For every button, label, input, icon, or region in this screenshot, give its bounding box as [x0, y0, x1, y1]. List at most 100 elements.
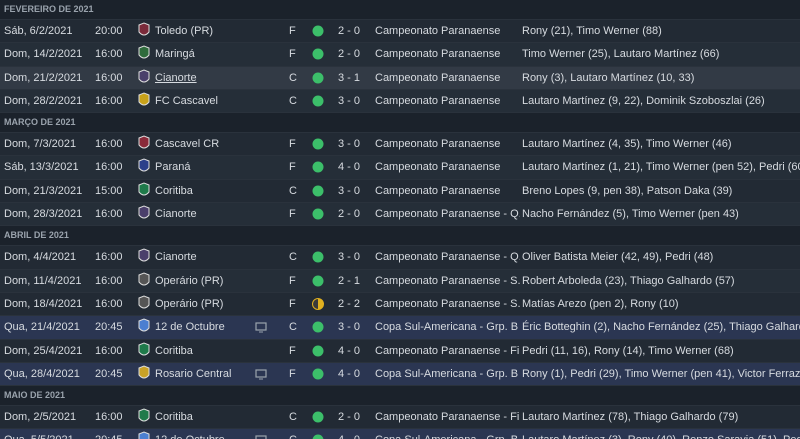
venue: C [289, 71, 297, 84]
result-icon [312, 161, 324, 173]
month-header: MARÇO DE 2021 [0, 113, 800, 134]
score: 4 - 0 [338, 344, 361, 357]
date: Dom, 14/2/2021 [4, 48, 83, 61]
scorers: Lautaro Martínez (3), Rony (40), Renzo S… [522, 429, 800, 439]
fixture-row[interactable]: Dom, 2/5/2021 16:00 Coritiba C 2 - 0 Campeona… [0, 406, 800, 430]
time: 16:00 [95, 274, 123, 287]
date: Dom, 11/4/2021 [4, 274, 82, 287]
result-icon [312, 297, 324, 310]
fixture-row[interactable]: Dom, 28/2/2021 16:00 FC Cascavel C 3 - 0 Camp… [0, 89, 800, 114]
fixture-row[interactable]: Dom, 11/4/2021 16:00 Operário (PR) F 2 - 1 Ca… [0, 269, 800, 293]
time: 20:45 [95, 429, 135, 439]
team-badge [138, 182, 150, 196]
score: 3 - 0 [338, 94, 361, 107]
scorers: Éric Botteghin (2), Nacho Fernández (25)… [522, 321, 800, 334]
score: 3 - 1 [338, 71, 361, 84]
score: 2 - 0 [338, 48, 361, 61]
date: Dom, 21/2/2021 [4, 71, 83, 84]
date: Dom, 7/3/2021 [4, 138, 77, 151]
scorers: Rony (3), Lautaro Martínez (10, 33) [522, 71, 695, 84]
result-icon [312, 72, 324, 84]
team-badge [138, 365, 150, 379]
team-badge [138, 158, 150, 172]
result-icon [312, 368, 324, 380]
fixture-row[interactable]: Sáb, 13/3/2021 16:00 Paraná F 4 - 0 Campeonat… [0, 156, 800, 180]
time: 16:00 [95, 208, 123, 221]
month-header: ABRIL DE 2021 [0, 226, 800, 247]
fixture-row[interactable]: Qua, 21/4/2021 20:45 12 de Octubre C 3 - 0 Co… [0, 316, 800, 340]
date: Sáb, 6/2/2021 [4, 25, 73, 37]
venue: C [289, 429, 303, 439]
time: 20:00 [95, 25, 123, 37]
result-icon [312, 434, 324, 439]
date: Sáb, 13/3/2021 [4, 161, 79, 174]
competition: Campeonato Paranaense - Q... [375, 251, 520, 264]
team: 12 de Octubre [155, 321, 225, 334]
competition: Campeonato Paranaense - Fi... [375, 344, 520, 357]
team-badge [138, 45, 150, 59]
scorers: Lautaro Martínez (1, 21), Timo Werner (p… [522, 161, 800, 174]
time: 16:00 [95, 138, 123, 151]
venue: F [289, 208, 296, 221]
venue: C [289, 94, 297, 107]
team-badge [138, 69, 150, 83]
score: 2 - 1 [338, 274, 361, 287]
venue: C [289, 321, 297, 334]
team: 12 de Octubre [155, 429, 255, 439]
time: 16:00 [95, 251, 123, 264]
fixture-row[interactable]: Dom, 21/2/2021 16:00 Cianorte C 3 - 1 Campeon… [0, 66, 800, 90]
score: 2 - 0 [338, 208, 361, 221]
time: 16:00 [95, 71, 123, 84]
score: 4 - 0 [338, 161, 361, 174]
scorers: Rony (1), Pedri (29), Timo Werner (pen 4… [522, 367, 800, 380]
team: FC Cascavel [155, 94, 218, 107]
team: Rosario Central [155, 367, 232, 380]
competition: Copa Sul-Americana - Grp. B [375, 429, 520, 439]
team: Coritiba [155, 411, 193, 424]
venue: C [289, 184, 297, 197]
team: Paraná [155, 161, 191, 174]
competition: Campeonato Paranaense [375, 184, 501, 197]
result-icon [312, 185, 324, 197]
score: 3 - 0 [338, 184, 361, 197]
venue: F [289, 274, 296, 287]
result-icon [312, 345, 324, 357]
scorers: Lautaro Martínez (78), Thiago Galhardo (… [522, 411, 739, 424]
team: Coritiba [155, 184, 193, 197]
venue: F [289, 48, 296, 61]
competition: Campeonato Paranaense - Fi... [375, 411, 520, 424]
venue: F [289, 161, 296, 174]
venue: F [289, 344, 296, 357]
team-badge [138, 295, 150, 309]
fixture-row[interactable]: Dom, 7/3/2021 16:00 Cascavel CR F 3 - 0 Campe… [0, 133, 800, 157]
tv-icon [255, 322, 267, 333]
competition: Campeonato Paranaense - Q... [375, 208, 520, 221]
fixture-row[interactable]: Dom, 21/3/2021 15:00 Coritiba C 3 - 0 Campeon… [0, 179, 800, 204]
tv-icon [255, 369, 267, 380]
fixture-row[interactable]: Dom, 28/3/2021 16:00 Cianorte F 2 - 0 Campeon… [0, 203, 800, 227]
time: 20:45 [95, 367, 123, 380]
date: Dom, 21/3/2021 [4, 184, 83, 197]
score: 2 - 2 [338, 297, 361, 310]
fixture-row[interactable]: Dom, 18/4/2021 16:00 Operário (PR) F 2 - 2 Ca… [0, 292, 800, 317]
fixture-row[interactable]: Dom, 4/4/2021 16:00 Cianorte C 3 - 0 Campeona… [0, 246, 800, 270]
result-icon [312, 208, 324, 220]
month-header: MAIO DE 2021 [0, 386, 800, 407]
fixture-row[interactable]: Dom, 25/4/2021 16:00 Coritiba F 4 - 0 Campeon… [0, 339, 800, 363]
competition: Campeonato Paranaense [375, 94, 501, 107]
team: Maringá [155, 48, 195, 61]
date: Dom, 25/4/2021 [4, 344, 83, 357]
fixture-row[interactable]: Dom, 14/2/2021 16:00 Maringá F 2 - 0 Campeona… [0, 43, 800, 67]
venue: C [289, 251, 297, 264]
team: Cianorte [155, 208, 197, 221]
team: Operário (PR) [155, 274, 224, 287]
result-icon [312, 48, 324, 60]
team: Toledo (PR) [155, 25, 214, 37]
competition: Campeonato Paranaense [375, 25, 501, 37]
fixture-row[interactable]: Sáb, 6/2/2021 20:00 Toledo (PR) F 2 - 0 Campe… [0, 20, 800, 44]
fixture-row[interactable]: Qua, 28/4/2021 20:45 Rosario Central F 4 - 0… [0, 362, 800, 387]
time: 16:00 [95, 94, 123, 107]
result-icon [312, 321, 324, 333]
